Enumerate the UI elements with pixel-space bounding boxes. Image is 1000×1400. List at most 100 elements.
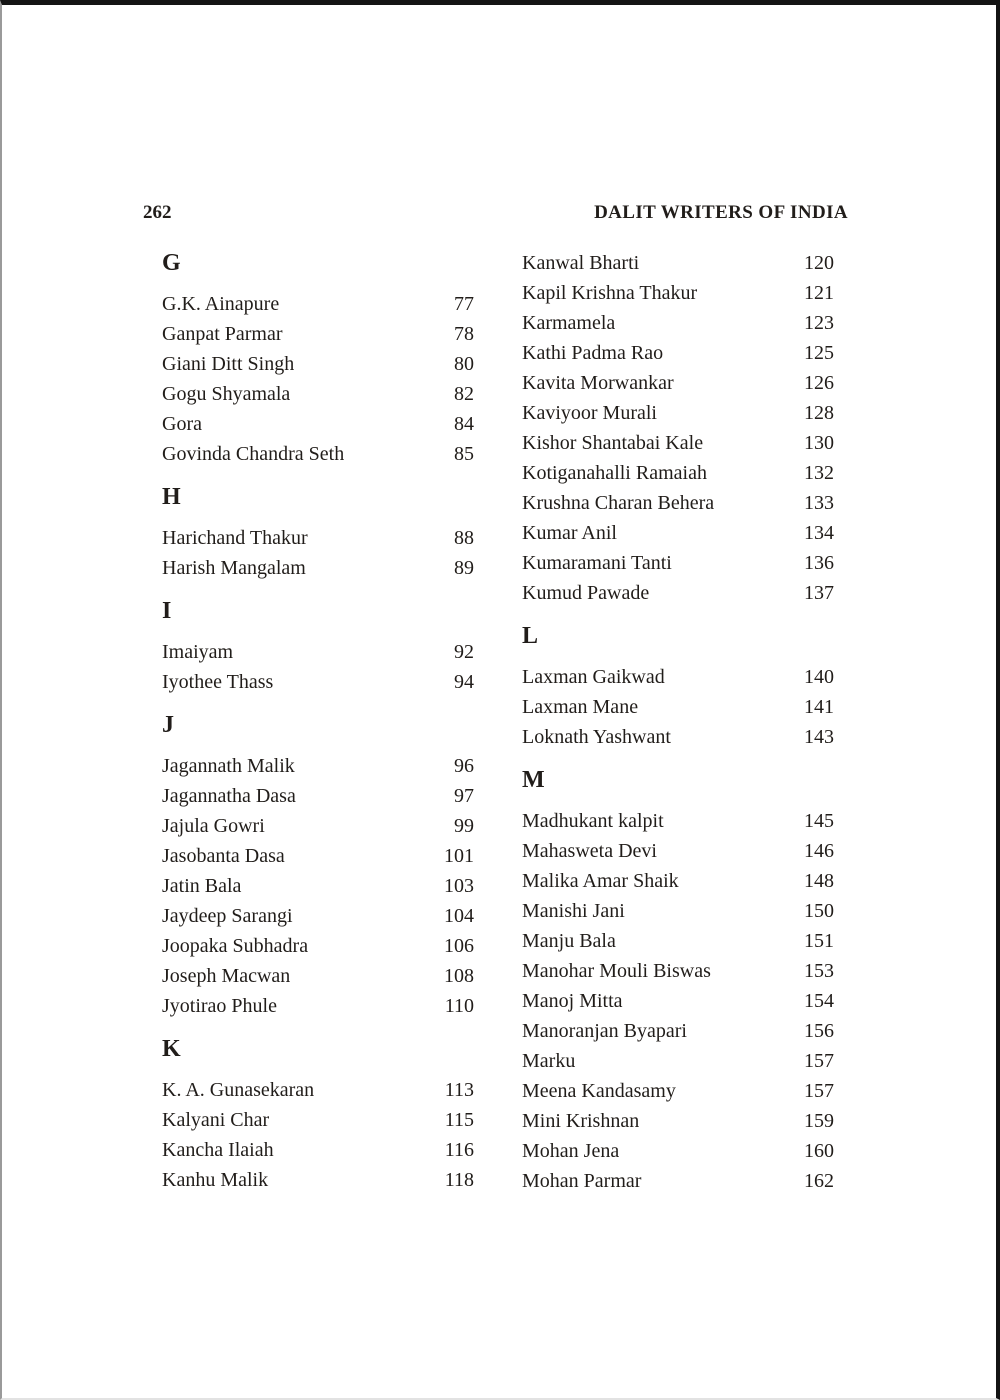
index-entry: Jaydeep Sarangi 104	[162, 901, 474, 931]
entry-page-number: 145	[804, 810, 834, 832]
entry-author-name: Laxman Gaikwad	[522, 666, 665, 688]
entry-author-name: Kancha Ilaiah	[162, 1139, 274, 1161]
entry-page-number: 154	[804, 990, 834, 1012]
entry-author-name: Kishor Shantabai Kale	[522, 432, 704, 454]
entry-list: Laxman Gaikwad 140 Laxman Mane 141 Lokna…	[522, 662, 834, 752]
entry-page-number: 160	[804, 1140, 834, 1162]
index-entry: Imaiyam 92	[162, 637, 474, 667]
entry-author-name: Manoranjan Byapari	[522, 1020, 687, 1042]
index-entry: Laxman Mane 141	[522, 692, 834, 722]
index-entry: Manishi Jani 150	[522, 896, 834, 926]
section-letter-heading: I	[162, 598, 172, 624]
entry-page-number: 137	[804, 582, 834, 604]
section-letter-heading: L	[522, 623, 539, 649]
entry-page-number: 101	[444, 845, 474, 867]
index-entry: Manoj Mitta 154	[522, 986, 834, 1016]
index-entry: Govinda Chandra Seth 85	[162, 439, 474, 469]
index-entry: Kumar Anil 134	[522, 518, 834, 548]
entry-author-name: Madhukant kalpit	[522, 810, 664, 832]
index-entry: Manohar Mouli Biswas 153	[522, 956, 834, 986]
entry-author-name: Kapil Krishna Thakur	[522, 282, 698, 304]
page-number: 262	[143, 202, 172, 223]
entry-author-name: Jaydeep Sarangi	[162, 905, 293, 927]
entry-page-number: 141	[804, 696, 834, 718]
entry-page-number: 84	[454, 413, 474, 435]
entry-author-name: Mahasweta Devi	[522, 840, 657, 862]
entry-page-number: 94	[454, 671, 474, 693]
index-entry: Kishor Shantabai Kale 130	[522, 428, 834, 458]
entry-author-name: Kavita Morwankar	[522, 372, 674, 394]
entry-author-name: Kumud Pawade	[522, 582, 650, 604]
entry-list: Harichand Thakur 88 Harish Mangalam 89	[162, 523, 474, 583]
entry-page-number: 96	[454, 755, 474, 777]
entry-list: G.K. Ainapure 77 Ganpat Parmar 78 Giani …	[162, 289, 474, 469]
entry-page-number: 132	[804, 462, 834, 484]
entry-page-number: 121	[804, 282, 834, 304]
index-entry: Madhukant kalpit 145	[522, 806, 834, 836]
entry-page-number: 156	[804, 1020, 834, 1042]
index-entry: Jyotirao Phule 110	[162, 991, 474, 1021]
index-entry: Harichand Thakur 88	[162, 523, 474, 553]
entry-page-number: 157	[804, 1050, 834, 1072]
entry-page-number: 126	[804, 372, 834, 394]
index-section: G G.K. Ainapure 77 Ganpat Parmar 78 Gian…	[162, 248, 474, 469]
index-entry: Joseph Macwan 108	[162, 961, 474, 991]
index-section: J Jagannath Malik 96 Jagannatha Dasa 97 …	[162, 710, 474, 1021]
index-section: L Laxman Gaikwad 140 Laxman Mane 141 Lok…	[522, 621, 834, 752]
entry-author-name: Imaiyam	[162, 641, 234, 663]
index-entry: Kumaramani Tanti 136	[522, 548, 834, 578]
entry-author-name: Jatin Bala	[162, 875, 242, 897]
entry-author-name: Mini Krishnan	[522, 1110, 640, 1132]
entry-author-name: Iyothee Thass	[162, 671, 274, 693]
entry-page-number: 133	[804, 492, 834, 514]
entry-author-name: Karmamela	[522, 312, 616, 334]
index-column-right: Kanwal Bharti 120 Kapil Krishna Thakur 1…	[522, 248, 834, 1209]
entry-page-number: 157	[804, 1080, 834, 1102]
index-entry: Mohan Parmar 162	[522, 1166, 834, 1196]
entry-list: Jagannath Malik 96 Jagannatha Dasa 97 Ja…	[162, 751, 474, 1021]
entry-author-name: Ganpat Parmar	[162, 323, 283, 345]
entry-author-name: Harichand Thakur	[162, 527, 308, 549]
index-entry: Krushna Charan Behera 133	[522, 488, 834, 518]
entry-list: Imaiyam 92 Iyothee Thass 94	[162, 637, 474, 697]
section-letter-heading: K	[162, 1036, 181, 1062]
entry-page-number: 77	[454, 293, 474, 315]
entry-author-name: Meena Kandasamy	[522, 1080, 676, 1102]
index-entry: Iyothee Thass 94	[162, 667, 474, 697]
entry-page-number: 108	[444, 965, 474, 987]
entry-author-name: Gogu Shyamala	[162, 383, 291, 405]
entry-author-name: Loknath Yashwant	[522, 726, 671, 748]
index-entry: Kanwal Bharti 120	[522, 248, 834, 278]
entry-author-name: Kotiganahalli Ramaiah	[522, 462, 707, 484]
entry-author-name: Manoj Mitta	[522, 990, 623, 1012]
entry-list: Kanwal Bharti 120 Kapil Krishna Thakur 1…	[522, 248, 834, 608]
entry-author-name: Mohan Parmar	[522, 1170, 642, 1192]
entry-author-name: Jagannath Malik	[162, 755, 295, 777]
index-entry: G.K. Ainapure 77	[162, 289, 474, 319]
index-entry: Jagannath Malik 96	[162, 751, 474, 781]
entry-author-name: Jagannatha Dasa	[162, 785, 296, 807]
index-entry: Kavita Morwankar 126	[522, 368, 834, 398]
entry-page-number: 103	[444, 875, 474, 897]
index-entry: Karmamela 123	[522, 308, 834, 338]
entry-author-name: G.K. Ainapure	[162, 293, 280, 315]
index-entry: Jasobanta Dasa 101	[162, 841, 474, 871]
entry-author-name: Mohan Jena	[522, 1140, 620, 1162]
index-entry: Jajula Gowri 99	[162, 811, 474, 841]
entry-author-name: Kumar Anil	[522, 522, 617, 544]
entry-author-name: Harish Mangalam	[162, 557, 306, 579]
entry-author-name: Kumaramani Tanti	[522, 552, 672, 574]
entry-page-number: 115	[444, 1109, 474, 1131]
index-entry: K. A. Gunasekaran 113	[162, 1075, 474, 1105]
entry-page-number: 88	[454, 527, 474, 549]
entry-author-name: Jajula Gowri	[162, 815, 265, 837]
entry-page-number: 150	[804, 900, 834, 922]
entry-author-name: Joopaka Subhadra	[162, 935, 309, 957]
entry-page-number: 113	[444, 1079, 474, 1101]
index-section: M Madhukant kalpit 145 Mahasweta Devi 14…	[522, 765, 834, 1196]
index-entry: Loknath Yashwant 143	[522, 722, 834, 752]
index-entry: Kalyani Char 115	[162, 1105, 474, 1135]
index-entry: Kanhu Malik 118	[162, 1165, 474, 1195]
entry-page-number: 143	[804, 726, 834, 748]
